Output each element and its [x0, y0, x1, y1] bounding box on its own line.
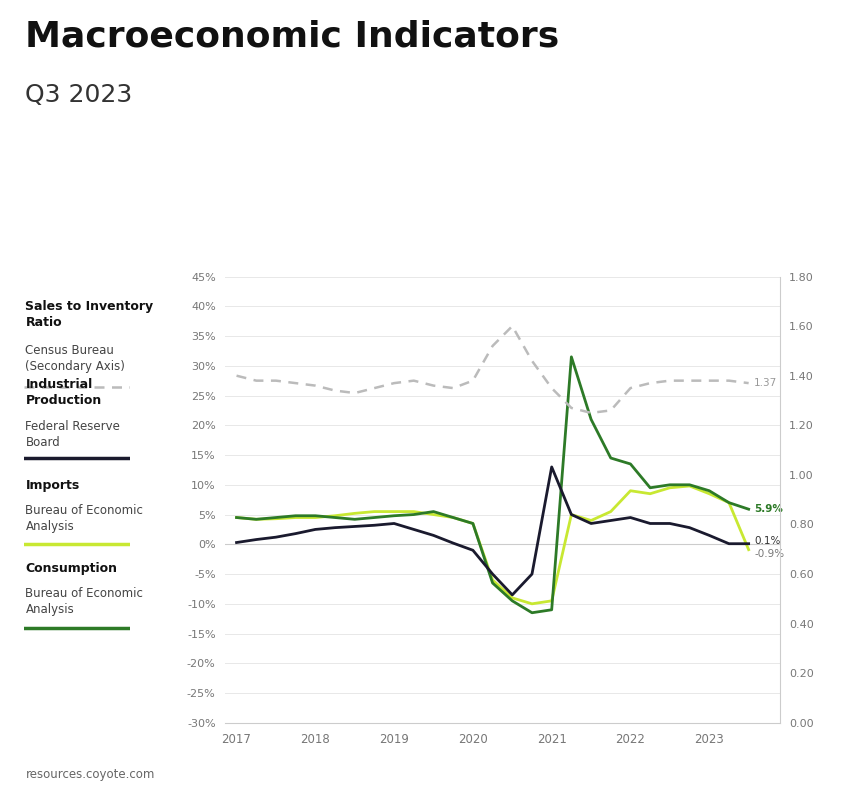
Text: Imports: Imports: [25, 479, 80, 492]
Text: 0.1%: 0.1%: [754, 536, 780, 546]
Text: Sales to Inventory
Ratio: Sales to Inventory Ratio: [25, 300, 153, 329]
Text: Industrial
Production: Industrial Production: [25, 378, 102, 407]
Text: Census Bureau
(Secondary Axis): Census Bureau (Secondary Axis): [25, 344, 126, 373]
Text: 1.37: 1.37: [754, 378, 778, 388]
Text: Consumption: Consumption: [25, 562, 117, 575]
Text: Bureau of Economic
Analysis: Bureau of Economic Analysis: [25, 504, 143, 533]
Text: Federal Reserve
Board: Federal Reserve Board: [25, 419, 120, 449]
Text: Macroeconomic Indicators: Macroeconomic Indicators: [25, 20, 560, 54]
Text: -0.9%: -0.9%: [754, 549, 784, 559]
Text: resources.coyote.com: resources.coyote.com: [25, 768, 155, 781]
Text: Bureau of Economic
Analysis: Bureau of Economic Analysis: [25, 588, 143, 616]
Text: 5.9%: 5.9%: [754, 504, 783, 514]
Text: Q3 2023: Q3 2023: [25, 83, 132, 107]
